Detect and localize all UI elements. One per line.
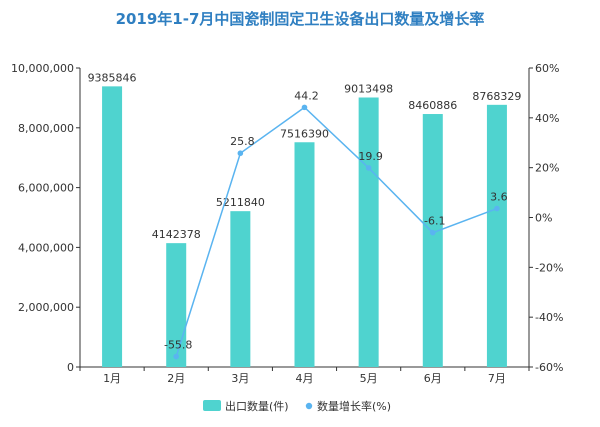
right-tick-label: 60% [535, 62, 559, 75]
x-tick-label: 6月 [424, 372, 442, 385]
right-tick-label: 0% [535, 212, 552, 225]
growth-point [494, 205, 500, 212]
bar [486, 104, 507, 367]
right-tick-label: -40% [535, 311, 563, 324]
x-tick-label: 3月 [231, 372, 249, 385]
growth-data-label: 25.8 [230, 135, 255, 148]
right-tick-label: -60% [535, 361, 563, 374]
growth-data-label: 3.6 [490, 191, 508, 204]
bar [294, 142, 315, 367]
bar-data-label: 7516390 [280, 127, 329, 140]
x-tick-label: 5月 [360, 372, 378, 385]
bar-data-label: 9385846 [88, 71, 137, 84]
growth-data-label: 19.9 [358, 150, 383, 163]
bar [358, 97, 379, 368]
bar-data-label: 5211840 [216, 196, 265, 209]
x-tick-label: 2月 [167, 372, 185, 385]
left-tick-label: 6,000,000 [18, 182, 74, 195]
legend-bar-swatch [203, 400, 221, 411]
left-tick-label: 2,000,000 [18, 301, 74, 314]
bar-data-label: 9013498 [344, 82, 393, 95]
legend-line-label: 数量增长率(%) [317, 399, 391, 413]
growth-point [173, 353, 180, 360]
chart-title: 2019年1-7月中国瓷制固定卫生设备出口数量及增长率 [115, 10, 485, 28]
left-tick-label: 8,000,000 [18, 122, 74, 135]
bar [422, 114, 443, 368]
growth-point [237, 150, 244, 157]
bar-data-label: 8460886 [408, 99, 457, 112]
growth-point [365, 165, 372, 171]
bar [166, 243, 187, 367]
right-tick-label: 40% [535, 112, 559, 125]
x-tick-label: 4月 [296, 372, 314, 385]
growth-data-label: -55.8 [164, 339, 192, 352]
bar-data-label: 8768329 [472, 90, 521, 103]
legend-bar-label: 出口数量(件) [225, 399, 289, 413]
bar [230, 211, 251, 367]
growth-point [429, 229, 436, 236]
left-tick-label: 0 [67, 361, 74, 374]
growth-line [175, 106, 498, 357]
bar [102, 86, 123, 367]
growth-data-label: -6.1 [424, 215, 445, 228]
legend-line-swatch [305, 402, 313, 410]
x-tick-label: 7月 [488, 372, 506, 385]
x-tick-label: 1月 [103, 372, 121, 385]
growth-point [301, 104, 308, 111]
right-tick-label: -20% [535, 261, 563, 274]
left-tick-label: 4,000,000 [18, 241, 74, 254]
right-tick-label: 20% [535, 162, 559, 175]
bar-data-label: 4142378 [152, 228, 201, 241]
growth-data-label: 44.2 [294, 89, 319, 102]
left-tick-label: 10,000,000 [11, 62, 74, 75]
